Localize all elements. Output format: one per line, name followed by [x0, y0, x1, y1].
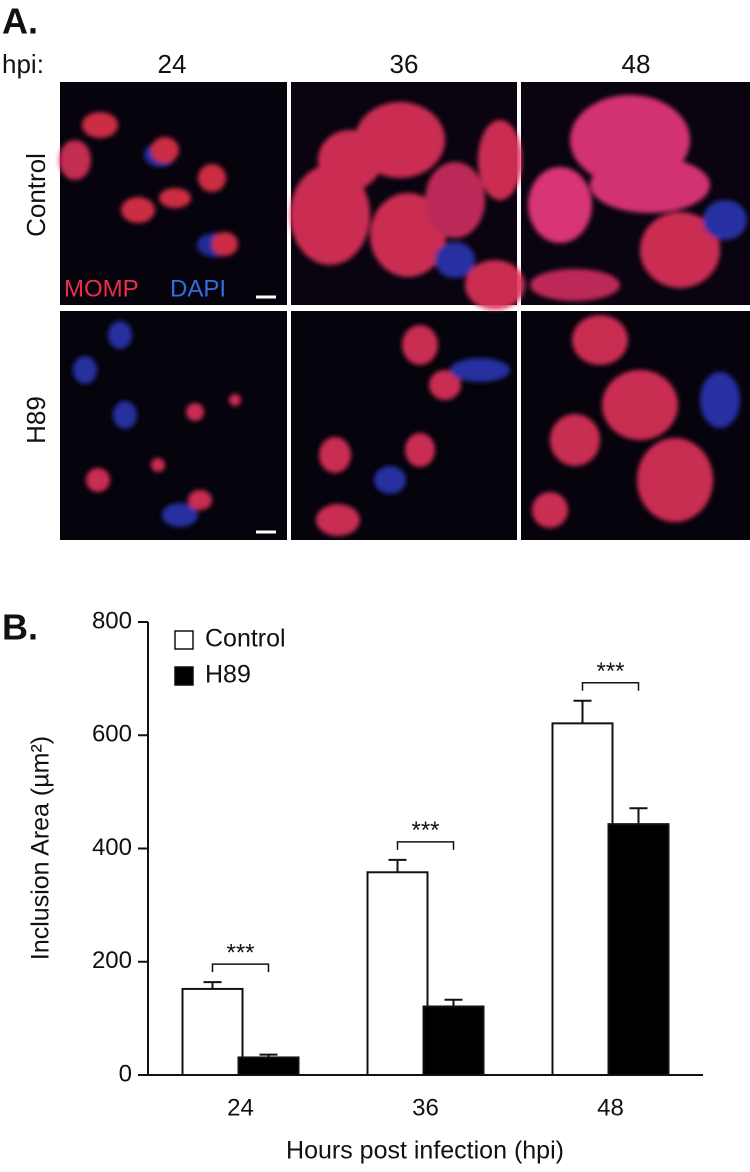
- x-tick-label: 48: [597, 1094, 624, 1121]
- stain-label: MOMP: [64, 275, 139, 302]
- y-tick-label: 0: [119, 1060, 132, 1087]
- y-tick-label: 800: [92, 607, 132, 634]
- significance-label: ***: [411, 817, 439, 844]
- panel-label: B.: [2, 607, 38, 648]
- significance-label: ***: [596, 658, 624, 685]
- significance-bracket: [211, 963, 270, 973]
- column-label: 24: [158, 49, 187, 79]
- bar: [551, 722, 614, 1076]
- x-tick-label: 36: [412, 1094, 439, 1121]
- column-label: 36: [390, 49, 419, 79]
- y-tick-label: 200: [92, 947, 132, 974]
- bar: [366, 871, 429, 1076]
- legend-swatch: [174, 630, 194, 650]
- bar: [422, 1005, 485, 1077]
- y-tick-label: 600: [92, 721, 132, 748]
- row-label: Control: [21, 153, 51, 237]
- legend-swatch: [174, 666, 194, 686]
- bar: [181, 987, 244, 1076]
- legend-label: H89: [205, 661, 251, 689]
- x-tick-label: 24: [227, 1094, 254, 1121]
- significance-label: ***: [226, 939, 254, 966]
- y-axis-label: Inclusion Area (µm²): [27, 736, 55, 960]
- y-tick-label: 400: [92, 834, 132, 861]
- column-label: 48: [622, 49, 651, 79]
- bar: [607, 823, 670, 1076]
- plot: 0 200 400 600 800 24 *** 36 *** 48 *** Control H89: [92, 607, 703, 1121]
- legend-label: Control: [205, 625, 286, 653]
- panel-label: A.: [2, 1, 38, 42]
- micrograph-grid: [59, 82, 750, 540]
- hpi-label: hpi:: [2, 49, 44, 79]
- significance-bracket: [396, 841, 455, 850]
- bar: [237, 1056, 300, 1077]
- significance-bracket: [581, 681, 640, 691]
- stain-label: DAPI: [170, 275, 226, 302]
- row-label: H89: [21, 396, 51, 444]
- x-axis-label: Hours post infection (hpi): [286, 1137, 564, 1165]
